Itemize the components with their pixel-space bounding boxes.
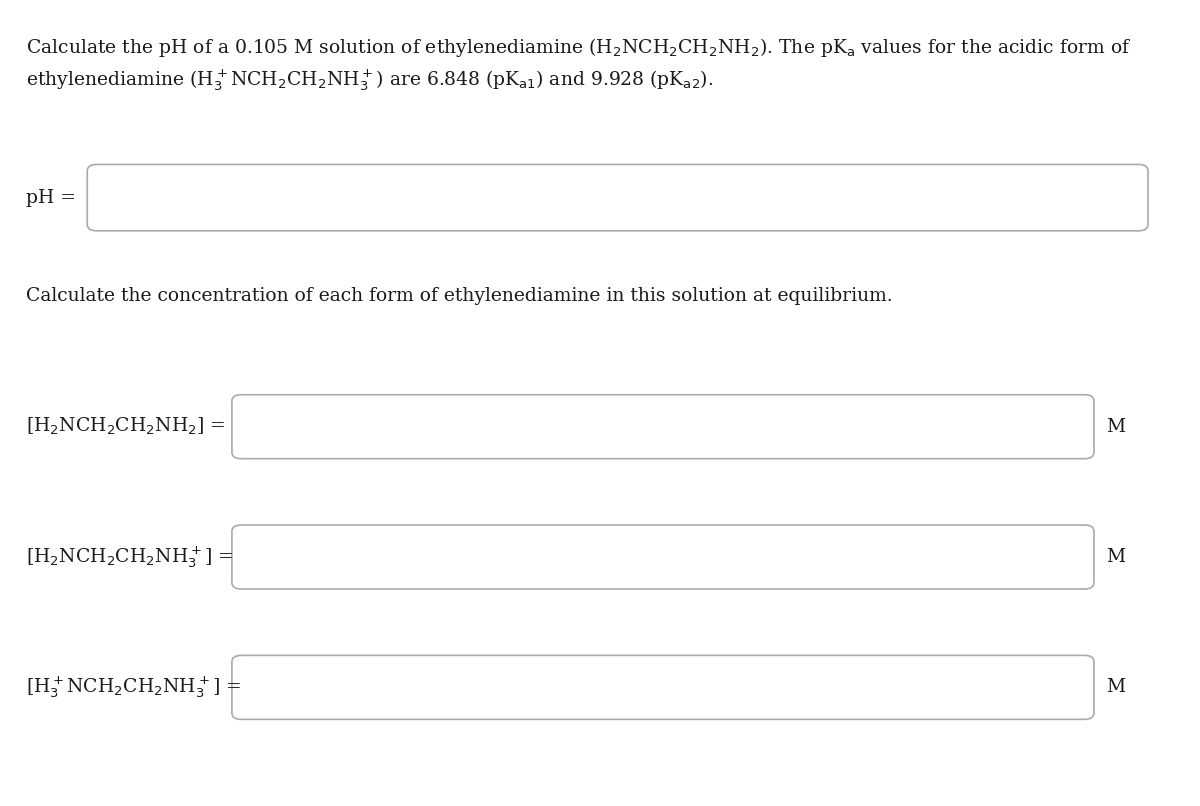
Text: ethylenediamine (H$_3^+$NCH$_2$CH$_2$NH$_3^+$) are 6.848 (pK$_{\mathrm{a}1}$) an: ethylenediamine (H$_3^+$NCH$_2$CH$_2$NH$… (26, 68, 714, 93)
Text: [H$_2$NCH$_2$CH$_2$NH$_2$] =: [H$_2$NCH$_2$CH$_2$NH$_2$] = (26, 416, 226, 438)
Text: Calculate the pH of a 0.105 M solution of ethylenediamine (H$_2$NCH$_2$CH$_2$NH$: Calculate the pH of a 0.105 M solution o… (26, 35, 1132, 59)
Text: [H$_3^+$NCH$_2$CH$_2$NH$_3^+$] =: [H$_3^+$NCH$_2$CH$_2$NH$_3^+$] = (26, 675, 241, 700)
FancyBboxPatch shape (88, 164, 1148, 231)
Text: [H$_2$NCH$_2$CH$_2$NH$_3^+$] =: [H$_2$NCH$_2$CH$_2$NH$_3^+$] = (26, 544, 234, 570)
Text: M: M (1105, 418, 1124, 436)
Text: M: M (1105, 548, 1124, 566)
Text: M: M (1105, 679, 1124, 696)
FancyBboxPatch shape (232, 525, 1094, 589)
FancyBboxPatch shape (232, 395, 1094, 459)
Text: pH =: pH = (26, 189, 76, 206)
FancyBboxPatch shape (232, 655, 1094, 719)
Text: Calculate the concentration of each form of ethylenediamine in this solution at : Calculate the concentration of each form… (26, 288, 893, 305)
